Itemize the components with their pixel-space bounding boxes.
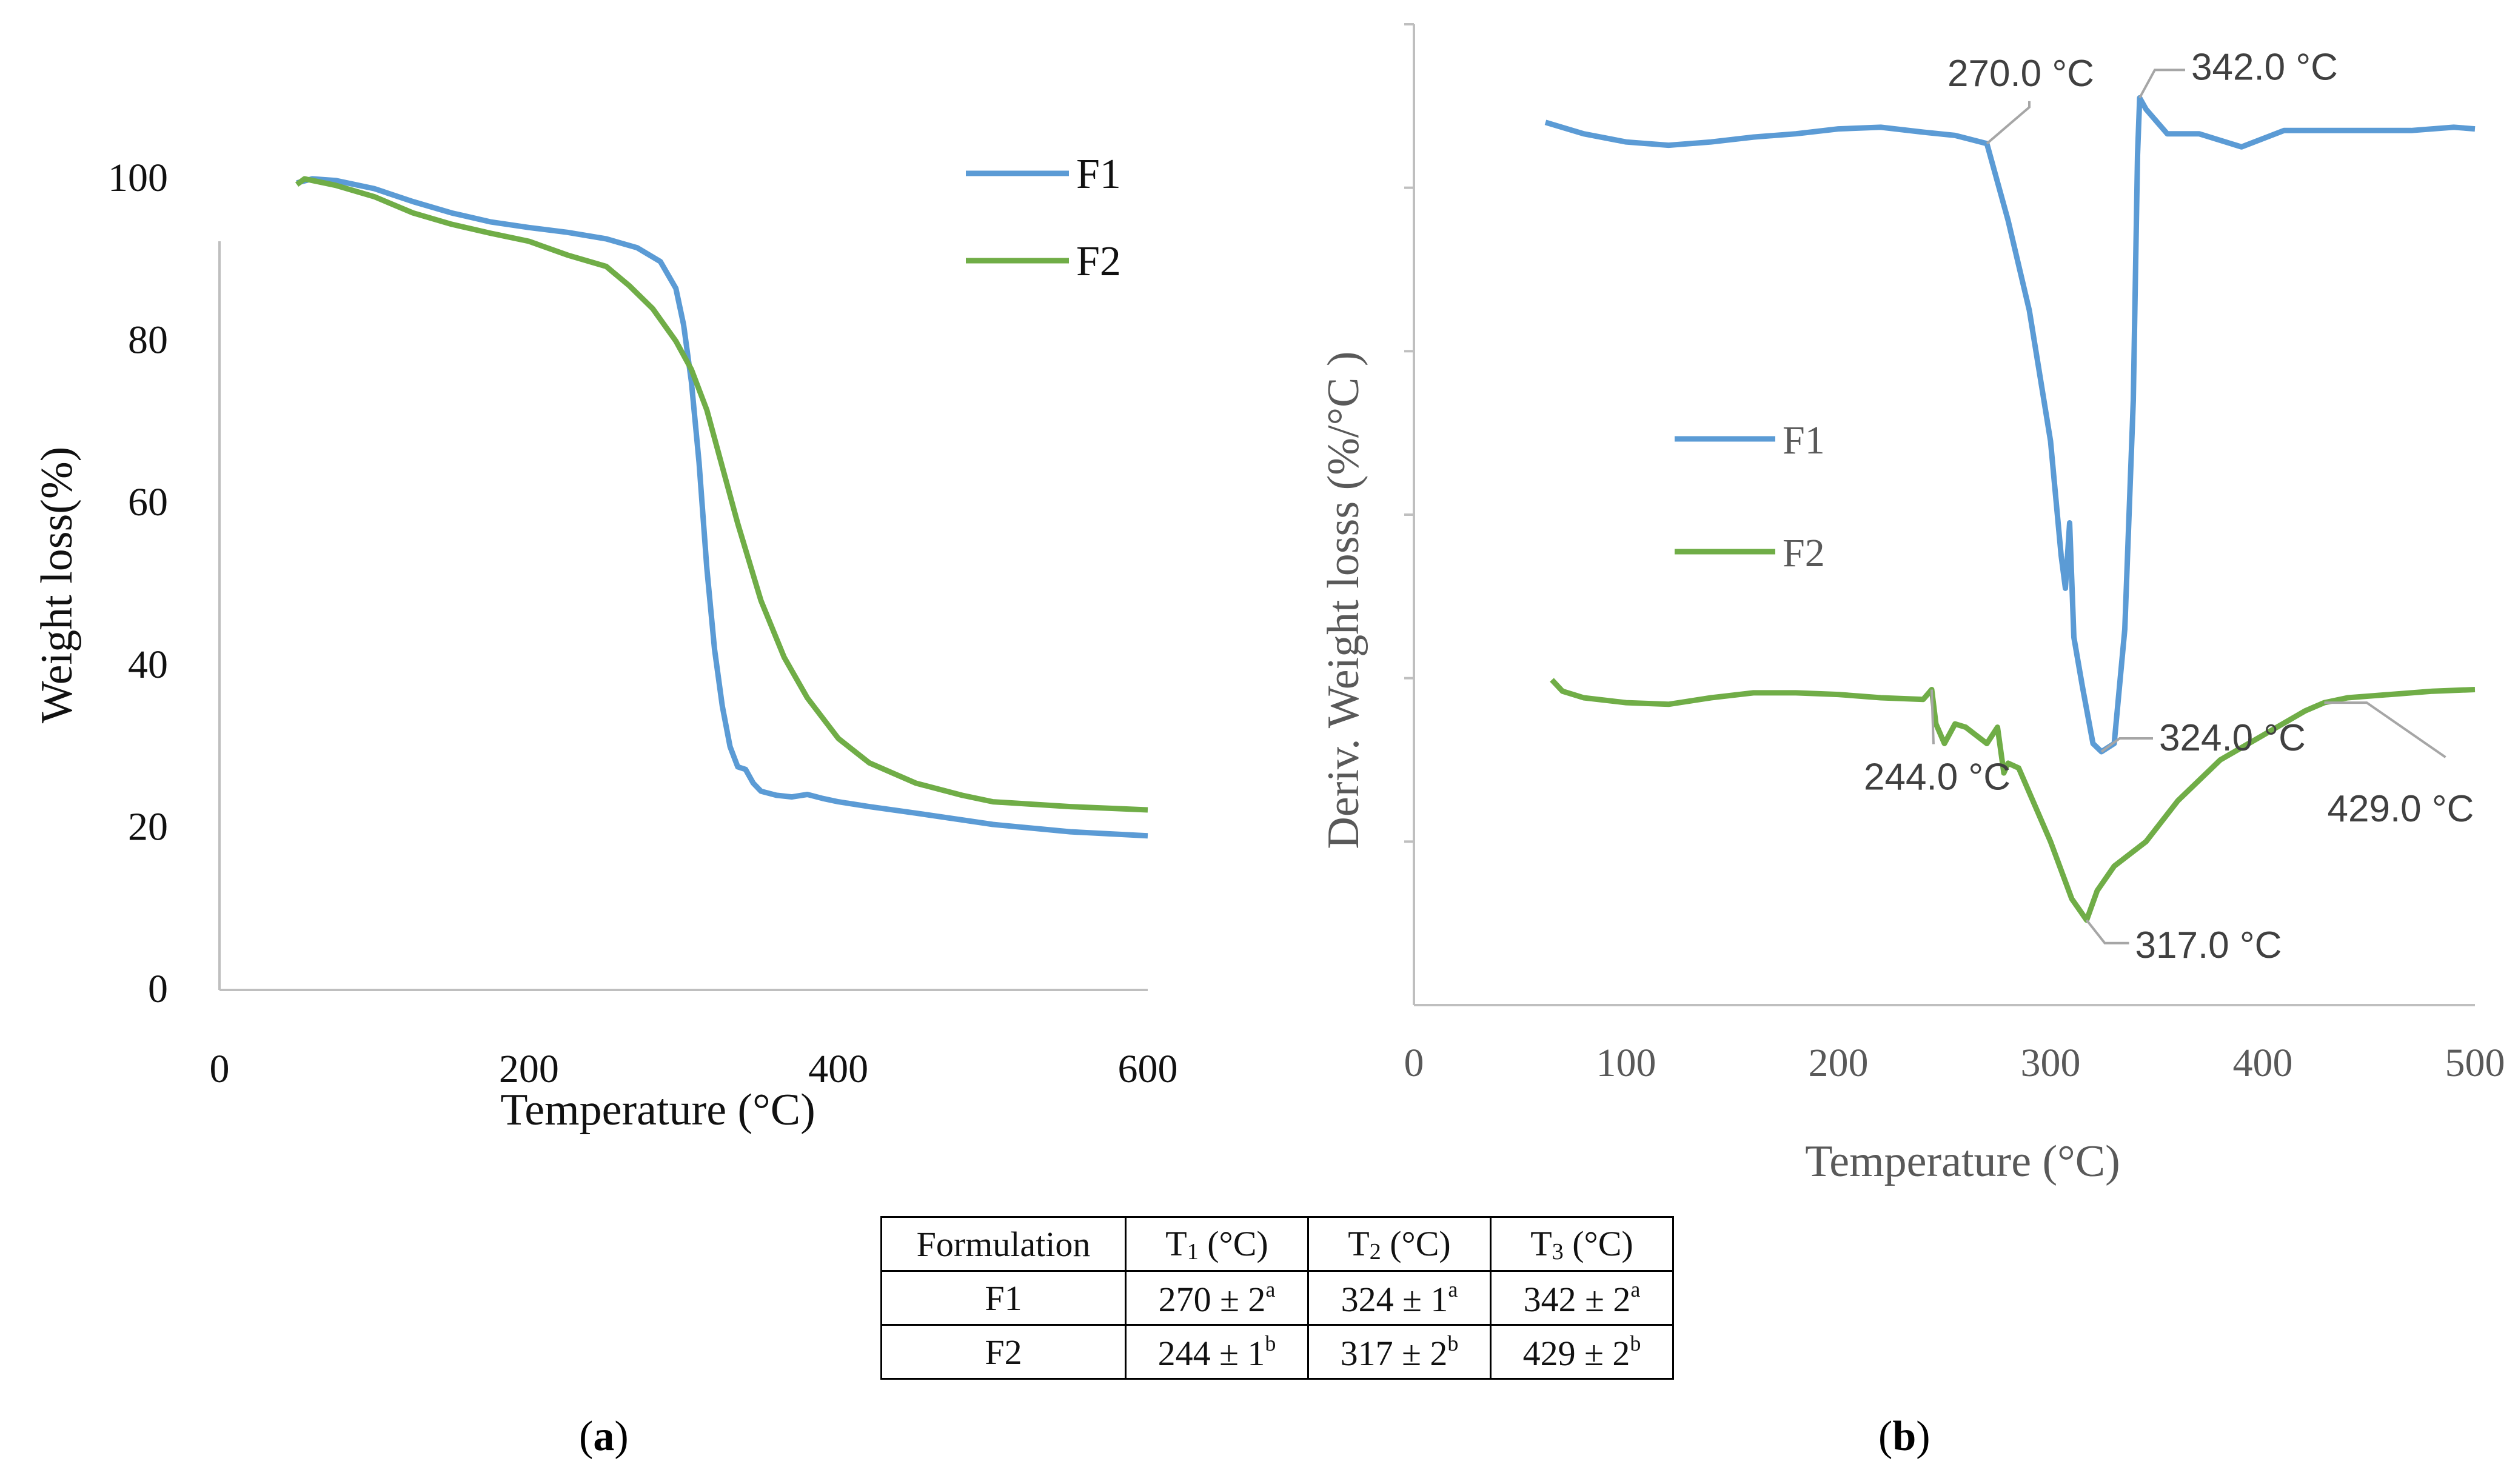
formulation-cell: F2 <box>880 1324 1127 1380</box>
temperature-cell: 324 ± 1a <box>1307 1270 1492 1326</box>
cell-value: 317 ± 2 <box>1340 1333 1448 1373</box>
temperature-cell: 429 ± 2b <box>1490 1324 1674 1380</box>
a-y-tick-label: 20 <box>128 804 168 849</box>
temperature-cell: 244 ± 1b <box>1125 1324 1309 1380</box>
table-row: F1 270 ± 2a 324 ± 1a 342 ± 2a <box>880 1270 1674 1326</box>
a-legend-label-f2: F2 <box>1076 238 1121 285</box>
b-annotation-leader <box>2100 737 2153 753</box>
a-x-axis-title: Temperature (°C) <box>500 1085 815 1135</box>
a-x-tick-label: 400 <box>808 1047 868 1091</box>
a-y-tick-label: 60 <box>128 480 168 524</box>
cell-superscript: a <box>1265 1277 1276 1302</box>
b-annotation-leader <box>2138 69 2185 99</box>
b-x-tick-label: 0 <box>1404 1041 1424 1085</box>
b-x-tick-label: 200 <box>1809 1041 1869 1085</box>
b-annotation-label: 270.0 °C <box>1947 53 2094 95</box>
panel-b-label: (b) <box>1878 1413 1930 1460</box>
b-series-f1 <box>1544 95 2476 755</box>
header-text: T <box>1348 1223 1370 1263</box>
temperature-cell: 342 ± 2a <box>1490 1270 1674 1326</box>
a-y-tick-label: 40 <box>128 643 168 687</box>
b-annotation-label: 324.0 °C <box>2159 717 2306 759</box>
b-x-tick-label: 300 <box>2021 1041 2081 1085</box>
cell-superscript: b <box>1265 1331 1276 1355</box>
temperature-cell: 317 ± 2b <box>1307 1324 1492 1380</box>
cell-value: 429 ± 2 <box>1522 1333 1630 1373</box>
b-annotation-label: 342.0 °C <box>2191 46 2338 88</box>
b-annotation-leader <box>2085 919 2129 944</box>
b-annotation-leader <box>1930 689 1935 744</box>
b-legend-label-f1: F1 <box>1783 418 1825 463</box>
b-x-tick-label: 100 <box>1596 1041 1656 1085</box>
header-text: Formulation <box>916 1224 1091 1264</box>
b-legend-label-f2: F2 <box>1783 531 1825 575</box>
cell-value: 342 ± 2 <box>1523 1279 1631 1319</box>
cell-superscript: b <box>1447 1331 1459 1355</box>
cell-value: 244 ± 1 <box>1157 1333 1265 1373</box>
cell-superscript: b <box>1630 1331 1641 1355</box>
header-subscript: 1 <box>1187 1238 1199 1265</box>
b-series-f2 <box>1550 678 2476 923</box>
transition-temperature-table: Formulation T1 (°C) T2 (°C) T3 (°C) F1 270 ±… <box>880 1216 1674 1380</box>
header-subscript: 3 <box>1552 1238 1564 1265</box>
a-y-axis-title: Weight loss(%) <box>32 447 82 723</box>
cell-value: 270 ± 2 <box>1158 1279 1266 1319</box>
a-series-f2 <box>295 176 1148 813</box>
a-x-tick-label: 0 <box>210 1047 230 1091</box>
cell-value: 324 ± 1 <box>1341 1279 1448 1319</box>
a-y-tick-label: 80 <box>128 318 168 363</box>
header-subscript: 2 <box>1369 1238 1381 1265</box>
b-annotation-label: 317.0 °C <box>2135 924 2282 966</box>
a-legend-label-f1: F1 <box>1076 151 1121 198</box>
a-y-tick-label: 100 <box>108 156 168 200</box>
b-y-axis-title: Deriv. Weight losss (%/°C ) <box>1319 351 1368 849</box>
table-header-cell: T3 (°C) <box>1490 1216 1674 1272</box>
temperature-cell: 270 ± 2a <box>1125 1270 1309 1326</box>
table-header-cell: Formulation <box>880 1216 1127 1272</box>
cell-superscript: a <box>1448 1277 1458 1302</box>
table-header-cell: T1 (°C) <box>1125 1216 1309 1272</box>
header-unit: (°C) <box>1563 1223 1633 1263</box>
table-header-row: Formulation T1 (°C) T2 (°C) T3 (°C) <box>880 1216 1674 1272</box>
table-row: F2 244 ± 1b 317 ± 2b 429 ± 2b <box>880 1324 1674 1380</box>
header-text: T <box>1530 1223 1552 1263</box>
cell-superscript: a <box>1630 1277 1641 1302</box>
b-x-axis-title: Temperature (°C) <box>1805 1137 2120 1186</box>
table-header-cell: T2 (°C) <box>1307 1216 1492 1272</box>
a-y-tick-label: 0 <box>148 967 168 1011</box>
b-annotation-label: 244.0 °C <box>1864 757 2011 798</box>
panel-a-label: (a) <box>579 1413 629 1460</box>
header-unit: (°C) <box>1198 1223 1268 1263</box>
formulation-cell: F1 <box>880 1270 1127 1326</box>
header-text: T <box>1165 1223 1187 1263</box>
b-annotation-leader <box>2324 701 2446 758</box>
a-series-f1 <box>296 176 1148 839</box>
b-x-tick-label: 400 <box>2233 1041 2293 1085</box>
b-x-tick-label: 500 <box>2445 1041 2505 1085</box>
b-annotation-leader <box>1986 101 2031 145</box>
b-annotation-label: 429.0 °C <box>2328 788 2474 830</box>
a-x-tick-label: 600 <box>1118 1047 1178 1091</box>
header-unit: (°C) <box>1381 1223 1451 1263</box>
table-body: F1 270 ± 2a 324 ± 1a 342 ± 2a F2 244 ± 1b 317 … <box>880 1270 1674 1380</box>
a-x-tick-label: 200 <box>499 1047 559 1091</box>
